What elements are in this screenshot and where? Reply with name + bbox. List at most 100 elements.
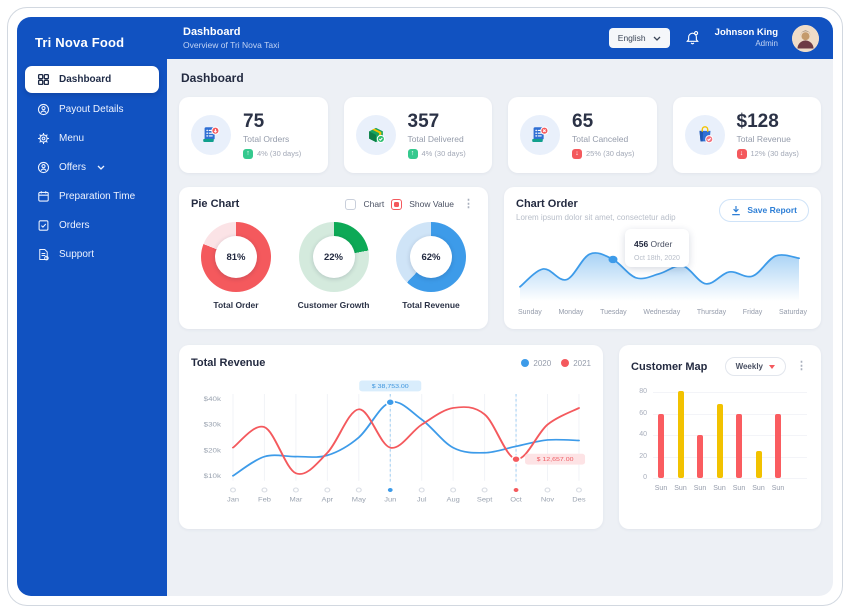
weekly-filter-select[interactable]: Weekly [724,357,786,376]
bag-check-icon [684,115,725,155]
svg-text:Jun: Jun [384,497,396,503]
person-circle-icon [37,103,50,116]
stat-value: 75 [243,110,265,132]
donut-chart: 62% [396,222,466,292]
total-revenue-title: Total Revenue [191,357,266,369]
stat-body: $128 Total Revenue ↓ 12% (30 days) [736,110,799,159]
donut-label: Customer Growth [297,300,370,310]
gridline [653,478,807,480]
donut-row: 81% Total Order 22% Customer Growth [191,222,476,310]
chart-checkbox-label: Chart [363,199,385,209]
svg-text:Des: Des [572,497,586,503]
stat-value: 357 [407,110,440,132]
chart-checkbox[interactable] [345,198,357,210]
show-value-checkbox[interactable] [391,198,403,210]
bar [697,435,703,479]
sidebar: Tri Nova Food Dashboard Payout Details M… [17,17,167,596]
language-select[interactable]: English [608,28,670,48]
bar [736,413,742,479]
svg-text:Sept: Sept [477,497,492,503]
show-value-checkbox-label: Show Value [409,199,454,209]
gridline [653,435,807,437]
stat-delta: 4% (30 days) [257,149,302,158]
svg-text:Feb: Feb [258,497,271,503]
stat-card-total-revenue: $128 Total Revenue ↓ 12% (30 days) [672,97,821,173]
bar [658,413,664,479]
language-value: English [617,33,646,43]
stat-label: Total Canceled [572,133,629,144]
user-info: Johnson King Admin [715,27,778,49]
sidebar-item-preparation-time[interactable]: Preparation Time [17,184,167,209]
topbar: Dashboard Overview of Tri Nova Taxi Engl… [167,17,833,59]
avatar[interactable] [792,24,819,52]
donut-value: 62% [421,251,441,263]
svg-text:Jan: Jan [227,497,239,503]
order-area-chart: 456 Order Oct 18th, 2020 [516,226,809,307]
stat-value: 65 [572,110,594,132]
kebab-menu-icon[interactable]: ⋮ [463,197,474,210]
stat-card-total-delivered: 357 Total Delivered ↑ 4% (30 days) [343,97,492,173]
save-report-button[interactable]: Save Report [719,198,809,222]
axis-day-label: Thursday [696,309,727,316]
donut-customer-growth: 22% Customer Growth [297,222,370,310]
total-revenue-card: Total Revenue 2020 2021 $10k $20k $30k $40k… [179,345,603,529]
bar [716,403,723,479]
svg-text:$40k: $40k [204,395,222,403]
topbar-heading: Dashboard Overview of Tri Nova Taxi [183,26,279,50]
check-square-icon [37,219,50,232]
sidebar-item-payout-details[interactable]: Payout Details [17,97,167,122]
dashboard-grid-icon [37,73,50,86]
chevron-down-icon [653,36,661,41]
axis-day-label: Tuesday [600,309,627,316]
axis-tick-label: 0 [643,474,647,482]
sidebar-item-orders[interactable]: Orders [17,213,167,238]
sidebar-item-support[interactable]: Support [17,242,167,267]
axis-tick-label: 40 [639,431,647,439]
stat-label: Total Delivered [407,133,464,144]
axis-day-label: Wednesday [643,309,681,316]
kebab-menu-icon[interactable]: ⋮ [796,360,807,372]
weekly-filter-value: Weekly [735,362,763,371]
chart-order-subtitle: Lorem ipsum dolor sit amet, consectetur … [516,213,676,222]
legend-dot-2021 [561,359,570,367]
stat-body: 75 Total Orders ↑ 4% (30 days) [243,112,301,159]
svg-text:Mar: Mar [289,497,303,503]
sidebar-item-menu[interactable]: Menu [17,126,167,151]
receipt-x-icon [520,115,560,155]
axis-day-label: Friday [742,309,763,316]
sidebar-item-label: Support [59,249,95,260]
sidebar-item-label: Menu [59,133,85,144]
svg-text:$10k: $10k [204,472,222,480]
axis-day-label: Saturday [778,309,807,316]
stat-label: Total Orders [243,133,290,144]
svg-text:$ 38,753.00: $ 38,753.00 [372,384,409,390]
stat-delta: 25% (30 days) [586,149,635,158]
sidebar-item-label: Orders [59,220,90,231]
customer-map-title: Customer Map [631,360,708,373]
sidebar-item-label: Preparation Time [59,191,136,202]
gridline [653,413,807,415]
sidebar-item-offers[interactable]: Offers [17,155,167,180]
sidebar-item-dashboard[interactable]: Dashboard [25,66,159,93]
legend-dot-2020 [521,359,530,367]
axis-category-label: Sun [654,485,668,493]
bar [755,451,762,479]
notifications-bell-icon[interactable] [684,30,701,47]
donut-label: Total Revenue [402,300,460,310]
dashboard-content: Dashboard 75 Total Orders ↑ 4% (30 days) [167,59,833,596]
support-document-icon [37,248,50,261]
svg-text:$30k: $30k [204,420,222,428]
axis-day-label: Sunday [518,309,542,316]
axis-category-label: Sun [693,485,707,493]
pie-chart-title: Pie Chart [191,198,240,210]
window-frame: Tri Nova Food Dashboard Payout Details M… [7,7,843,606]
trend-up-icon: ↑ [407,148,418,159]
stat-value: $128 [736,110,779,132]
stats-row: 75 Total Orders ↑ 4% (30 days) 357 Total … [179,97,821,173]
stat-label: Total Revenue [736,133,791,144]
trend-down-icon: ↓ [736,148,747,159]
save-report-label: Save Report [747,205,797,215]
chart-order-card: Chart Order Lorem ipsum dolor sit amet, … [504,187,821,329]
axis-category-label: Sun [771,485,785,493]
customer-map-bar-chart: 80 60 40 20 0 Sun Sun Sun Sun Sun Sun Sun [631,388,809,506]
